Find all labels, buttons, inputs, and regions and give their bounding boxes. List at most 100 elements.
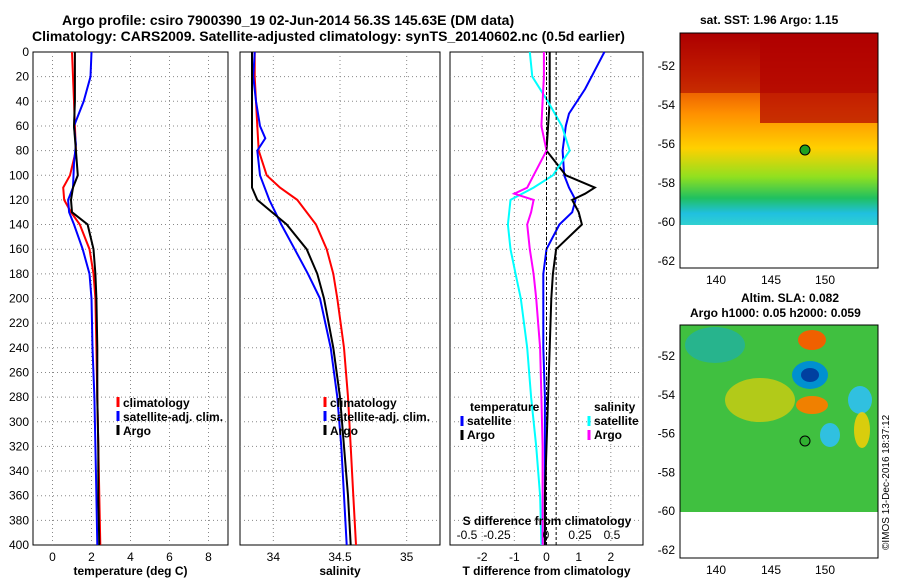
- plot-frame: [32, 51, 229, 546]
- y-tick-label: 220: [9, 316, 29, 330]
- y-tick-label: 60: [16, 119, 30, 133]
- map-y-tick-label: -52: [658, 349, 676, 363]
- series-line-s-argo: [511, 52, 548, 545]
- map-y-tick-label: -62: [658, 254, 676, 268]
- map-x-tick-label: 140: [706, 273, 726, 287]
- x-tick-label: 4: [127, 550, 134, 564]
- series-line-satellite-adj-clim-: [67, 51, 99, 546]
- series-line-argo: [251, 52, 352, 546]
- sla-map-frame: [679, 324, 879, 559]
- imos-credit: ©IMOS 13-Dec-2016 18:37:12: [881, 414, 892, 550]
- sla-blob: [685, 327, 745, 363]
- series-line-satellite-adj-clim-: [252, 51, 348, 546]
- sla-blob: [801, 368, 819, 382]
- legend-label: satellite: [467, 414, 512, 428]
- y-tick-label: 280: [9, 390, 29, 404]
- y-tick-label: 400: [9, 538, 29, 552]
- sst-map-frame: [679, 32, 879, 269]
- map-x-tick-label: 150: [815, 273, 835, 287]
- map-y-tick-label: -60: [658, 504, 676, 518]
- y-tick-label: 120: [9, 193, 29, 207]
- sla-blob: [848, 386, 872, 414]
- y-tick-label: 140: [9, 218, 29, 232]
- map-y-tick-label: -58: [658, 176, 676, 190]
- sla-blob: [854, 412, 870, 448]
- map-x-tick-label: 145: [761, 273, 781, 287]
- s-tick-label: 0: [543, 528, 550, 542]
- sst-map: 140 145 150 -52 -54 -56 -58 -60 -62: [658, 32, 879, 287]
- x-tick-label: 1: [575, 550, 582, 564]
- map-x-tick-label: 150: [815, 563, 835, 577]
- chart-title-line2: Climatology: CARS2009. Satellite-adjuste…: [32, 28, 625, 44]
- map-y-tick-label: -54: [658, 388, 676, 402]
- y-tick-label: 340: [9, 464, 29, 478]
- s-tick-label: 0.5: [604, 528, 621, 542]
- y-tick-label: 360: [9, 489, 29, 503]
- legend-title: salinity: [594, 400, 636, 414]
- sla-blob: [798, 330, 826, 350]
- map-y-tick-label: -60: [658, 215, 676, 229]
- x-tick-label: 34: [267, 550, 281, 564]
- map-x-tick-label: 145: [761, 563, 781, 577]
- difference-panel: -2 -1 0 1 2T difference from climatology temp…: [449, 51, 644, 578]
- y-tick-label: 20: [16, 70, 30, 84]
- x-tick-label: 0: [49, 550, 56, 564]
- s-tick-label: -0.5: [457, 528, 478, 542]
- legend-label: Argo: [123, 424, 151, 438]
- y-tick-label: 100: [9, 168, 29, 182]
- sst-map-title: sat. SST: 1.96 Argo: 1.15: [700, 13, 839, 27]
- s-tick-label: 0.25: [568, 528, 592, 542]
- series-line-s-satellite: [506, 51, 571, 546]
- sla-map: 140 145 150 -52 -54 -56 -58 -60 -62: [658, 324, 879, 577]
- map-y-tick-label: -56: [658, 427, 676, 441]
- x-tick-label: 35: [400, 550, 414, 564]
- x-axis-label: T difference from climatology: [462, 564, 630, 578]
- series-line-t-argo: [543, 52, 597, 545]
- legend-label: satellite-adj. clim.: [123, 410, 223, 424]
- x-axis-label: salinity: [319, 564, 361, 578]
- x-tick-label: 8: [205, 550, 212, 564]
- legend-label: climatology: [123, 396, 190, 410]
- temperature-panel: 0 2 4 6 802040608010012014016018020022024026…: [9, 45, 229, 578]
- series-line-climatology: [253, 52, 357, 546]
- y-tick-label: 80: [16, 144, 30, 158]
- y-tick-label: 200: [9, 292, 29, 306]
- series-line-t-satellite: [542, 51, 606, 545]
- x-tick-label: 2: [88, 550, 95, 564]
- x-tick-label: 0: [543, 550, 550, 564]
- sla-blob: [796, 396, 828, 414]
- y-tick-label: 240: [9, 341, 29, 355]
- y-tick-label: 40: [16, 94, 30, 108]
- y-tick-label: 300: [9, 415, 29, 429]
- sla-blob: [820, 423, 840, 447]
- map-y-tick-label: -58: [658, 465, 676, 479]
- y-tick-label: 320: [9, 439, 29, 453]
- legend-title: temperature: [470, 400, 540, 414]
- legend-label: Argo: [330, 424, 358, 438]
- salinity-panel: 34 34.5 35 salinity climatologysatellite-adj…: [239, 51, 441, 578]
- sla-map-land-blank: [680, 512, 878, 558]
- series-line-argo: [69, 52, 101, 546]
- sla-argo-marker: [799, 435, 811, 447]
- legend-label: Argo: [467, 428, 495, 442]
- y-tick-label: 160: [9, 242, 29, 256]
- legend-label: satellite-adj. clim.: [330, 410, 430, 424]
- x-tick-label: 2: [607, 550, 614, 564]
- map-y-tick-label: -56: [658, 137, 676, 151]
- sla-blob: [725, 378, 795, 422]
- y-tick-label: 380: [9, 513, 29, 527]
- chart-title-line1: Argo profile: csiro 7900390_19 02-Jun-20…: [62, 12, 515, 28]
- x-tick-label: 34.5: [328, 550, 352, 564]
- legend-label: Argo: [594, 428, 622, 442]
- sla-map-title-2: Argo h1000: 0.05 h2000: 0.059: [690, 306, 861, 320]
- sst-map-land-blank: [680, 225, 878, 268]
- map-y-tick-label: -62: [658, 543, 676, 557]
- s-tick-label: -0.25: [483, 528, 511, 542]
- y-tick-label: 180: [9, 267, 29, 281]
- map-x-tick-label: 140: [706, 563, 726, 577]
- x-tick-label: 6: [166, 550, 173, 564]
- x-tick-label: -1: [509, 550, 520, 564]
- map-y-tick-label: -54: [658, 98, 676, 112]
- sst-warm-patch-east: [760, 33, 878, 123]
